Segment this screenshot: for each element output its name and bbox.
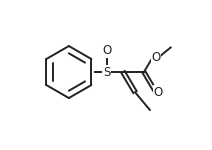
Text: O: O (102, 44, 111, 57)
Text: O: O (151, 51, 160, 64)
Text: S: S (103, 66, 110, 79)
Text: O: O (153, 86, 163, 99)
